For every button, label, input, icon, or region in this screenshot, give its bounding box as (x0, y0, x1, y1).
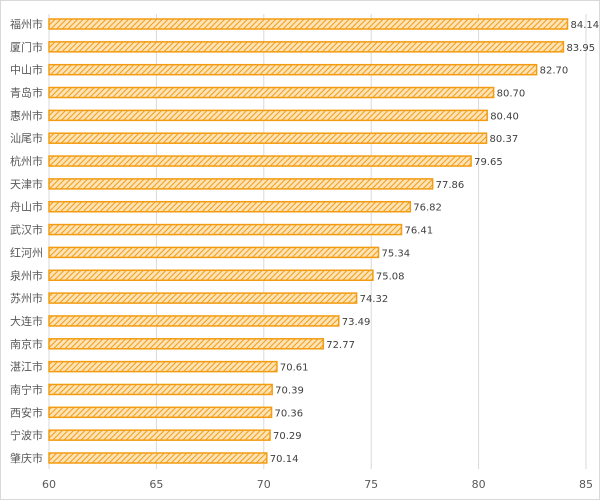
data-label: 70.39 (275, 385, 304, 396)
bar (48, 452, 268, 464)
x-tick-label: 65 (149, 478, 163, 491)
bar (48, 18, 569, 30)
x-tick-label: 60 (42, 478, 56, 491)
data-label: 80.40 (490, 111, 519, 122)
bar (48, 429, 271, 441)
category-label: 大连市 (10, 314, 43, 328)
data-label: 83.95 (566, 43, 595, 54)
category-label: 西安市 (10, 405, 43, 419)
category-label: 苏州市 (10, 291, 43, 305)
category-label: 厦门市 (10, 40, 43, 54)
category-label: 杭州市 (10, 154, 43, 168)
data-label: 79.65 (474, 157, 503, 168)
category-label: 肇庆市 (10, 451, 43, 465)
bar (48, 109, 488, 122)
data-label: 72.77 (326, 340, 355, 351)
category-label: 青岛市 (10, 86, 43, 100)
category-label: 舟山市 (10, 200, 43, 214)
bar (48, 360, 278, 373)
x-tick-label: 75 (364, 478, 378, 491)
category-label: 惠州市 (10, 108, 43, 122)
x-tick-label: 70 (257, 478, 271, 491)
category-label: 汕尾市 (10, 131, 43, 145)
x-tick-label: 80 (472, 478, 486, 491)
data-label: 70.14 (270, 454, 299, 465)
bar (48, 132, 488, 144)
bar (48, 223, 403, 236)
category-label: 宁波市 (10, 428, 43, 442)
bar (48, 383, 273, 396)
data-label: 77.86 (436, 180, 465, 191)
bar (48, 406, 273, 419)
bar (48, 178, 434, 190)
category-label: 福州市 (10, 17, 43, 31)
bar (48, 63, 538, 76)
data-label: 80.70 (497, 89, 526, 100)
bar (48, 292, 358, 304)
bar (48, 269, 374, 282)
category-label: 泉州市 (10, 268, 43, 282)
x-tick-label: 85 (579, 478, 593, 491)
category-label: 武汉市 (10, 223, 43, 237)
data-label: 84.14 (571, 20, 600, 31)
bar (48, 86, 495, 99)
category-label: 南宁市 (10, 382, 43, 396)
data-label: 73.49 (342, 317, 371, 328)
bar (48, 155, 472, 167)
category-label: 中山市 (10, 63, 43, 77)
data-label: 76.82 (413, 203, 442, 214)
data-label: 70.36 (275, 408, 304, 419)
bar (48, 338, 325, 350)
category-label: 南京市 (10, 337, 43, 351)
category-label: 天津市 (10, 177, 43, 191)
data-label: 75.34 (382, 248, 411, 259)
category-label: 红河州 (10, 246, 43, 259)
data-label: 70.61 (280, 363, 309, 374)
bar (48, 315, 340, 327)
category-label: 湛江市 (10, 360, 43, 374)
data-label: 76.41 (404, 226, 433, 237)
bar (48, 200, 412, 213)
data-label: 82.70 (540, 66, 569, 77)
data-label: 75.08 (376, 271, 405, 282)
bar (48, 246, 380, 259)
data-label: 74.32 (360, 294, 389, 305)
data-label: 70.29 (273, 431, 302, 442)
data-label: 80.37 (490, 134, 519, 145)
bar (48, 41, 565, 53)
